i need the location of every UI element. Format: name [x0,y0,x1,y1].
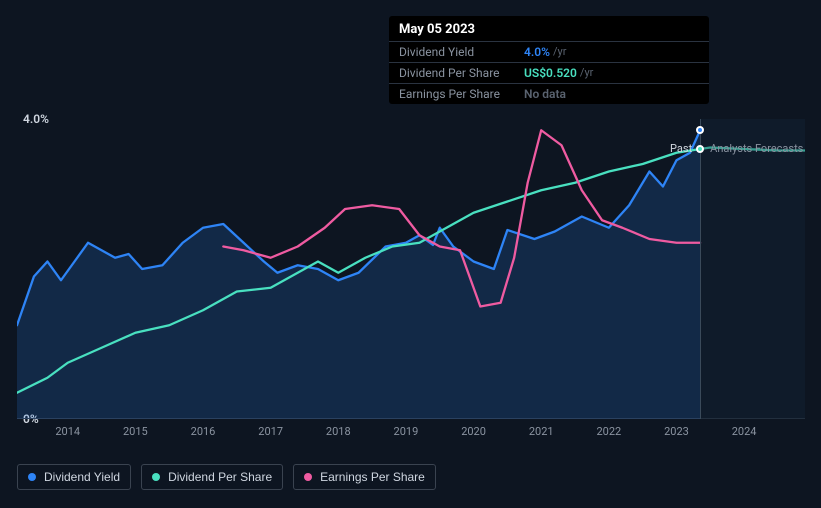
x-axis-tick: 2014 [55,425,80,438]
legend-item[interactable]: Dividend Yield [17,464,131,490]
chart-plot[interactable]: Past Analysts Forecasts [17,119,805,419]
tooltip-suffix: /yr [580,66,593,80]
past-label: Past [670,142,692,155]
x-axis-tick: 2019 [394,425,419,438]
tooltip-suffix: /yr [553,45,566,59]
x-axis: 2014 2015 2016 2017 2018 2019 2020 2021 2022 2023… [17,425,805,445]
legend-swatch [304,473,312,481]
chart-container: 4.0%0% PastAnalysts Forecasts [17,109,805,419]
hover-tooltip: May 05 2023 Dividend Yield4.0%/yrDividen… [389,16,709,104]
forecast-shade [700,119,805,419]
x-axis-tick: 2015 [123,425,148,438]
x-axis-tick: 2021 [529,425,554,438]
x-axis-tick: 2018 [326,425,351,438]
tooltip-value: US$0.520 [524,66,577,80]
x-axis-tick: 2017 [258,425,283,438]
hover-marker [696,126,704,134]
tooltip-date: May 05 2023 [389,16,709,42]
legend-label: Dividend Per Share [168,470,272,484]
forecasts-label: Analysts Forecasts [710,142,803,155]
x-axis-tick: 2022 [596,425,621,438]
legend-item[interactable]: Earnings Per Share [293,464,436,490]
tooltip-row: Earnings Per ShareNo data [389,84,709,104]
chart-legend: Dividend Yield Dividend Per Share Earnings… [17,464,436,490]
chart-svg [17,119,805,419]
x-axis-tick: 2024 [732,425,757,438]
legend-swatch [28,473,36,481]
x-axis-tick: 2020 [461,425,486,438]
hover-marker [696,145,704,153]
tooltip-label: Earnings Per Share [399,87,524,101]
x-axis-tick: 2023 [664,425,689,438]
tooltip-label: Dividend Per Share [399,66,524,80]
legend-label: Dividend Yield [44,470,120,484]
tooltip-value: No data [524,87,566,101]
tooltip-row: Dividend Per ShareUS$0.520/yr [389,63,709,84]
legend-item[interactable]: Dividend Per Share [141,464,283,490]
tooltip-value: 4.0% [524,45,550,59]
legend-swatch [152,473,160,481]
x-axis-tick: 2016 [191,425,216,438]
legend-label: Earnings Per Share [320,470,425,484]
tooltip-label: Dividend Yield [399,45,524,59]
tooltip-row: Dividend Yield4.0%/yr [389,42,709,63]
hover-vertical-line [700,119,701,419]
